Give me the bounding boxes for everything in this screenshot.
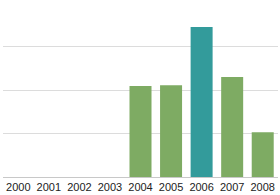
- svg-text:2007: 2007: [220, 181, 244, 193]
- svg-text:2002: 2002: [67, 181, 91, 193]
- svg-text:2005: 2005: [159, 181, 183, 193]
- svg-text:2003: 2003: [98, 181, 122, 193]
- svg-text:2001: 2001: [37, 181, 61, 193]
- svg-text:2004: 2004: [128, 181, 152, 193]
- svg-text:2000: 2000: [6, 181, 30, 193]
- svg-text:2006: 2006: [189, 181, 213, 193]
- svg-text:2008: 2008: [250, 181, 274, 193]
